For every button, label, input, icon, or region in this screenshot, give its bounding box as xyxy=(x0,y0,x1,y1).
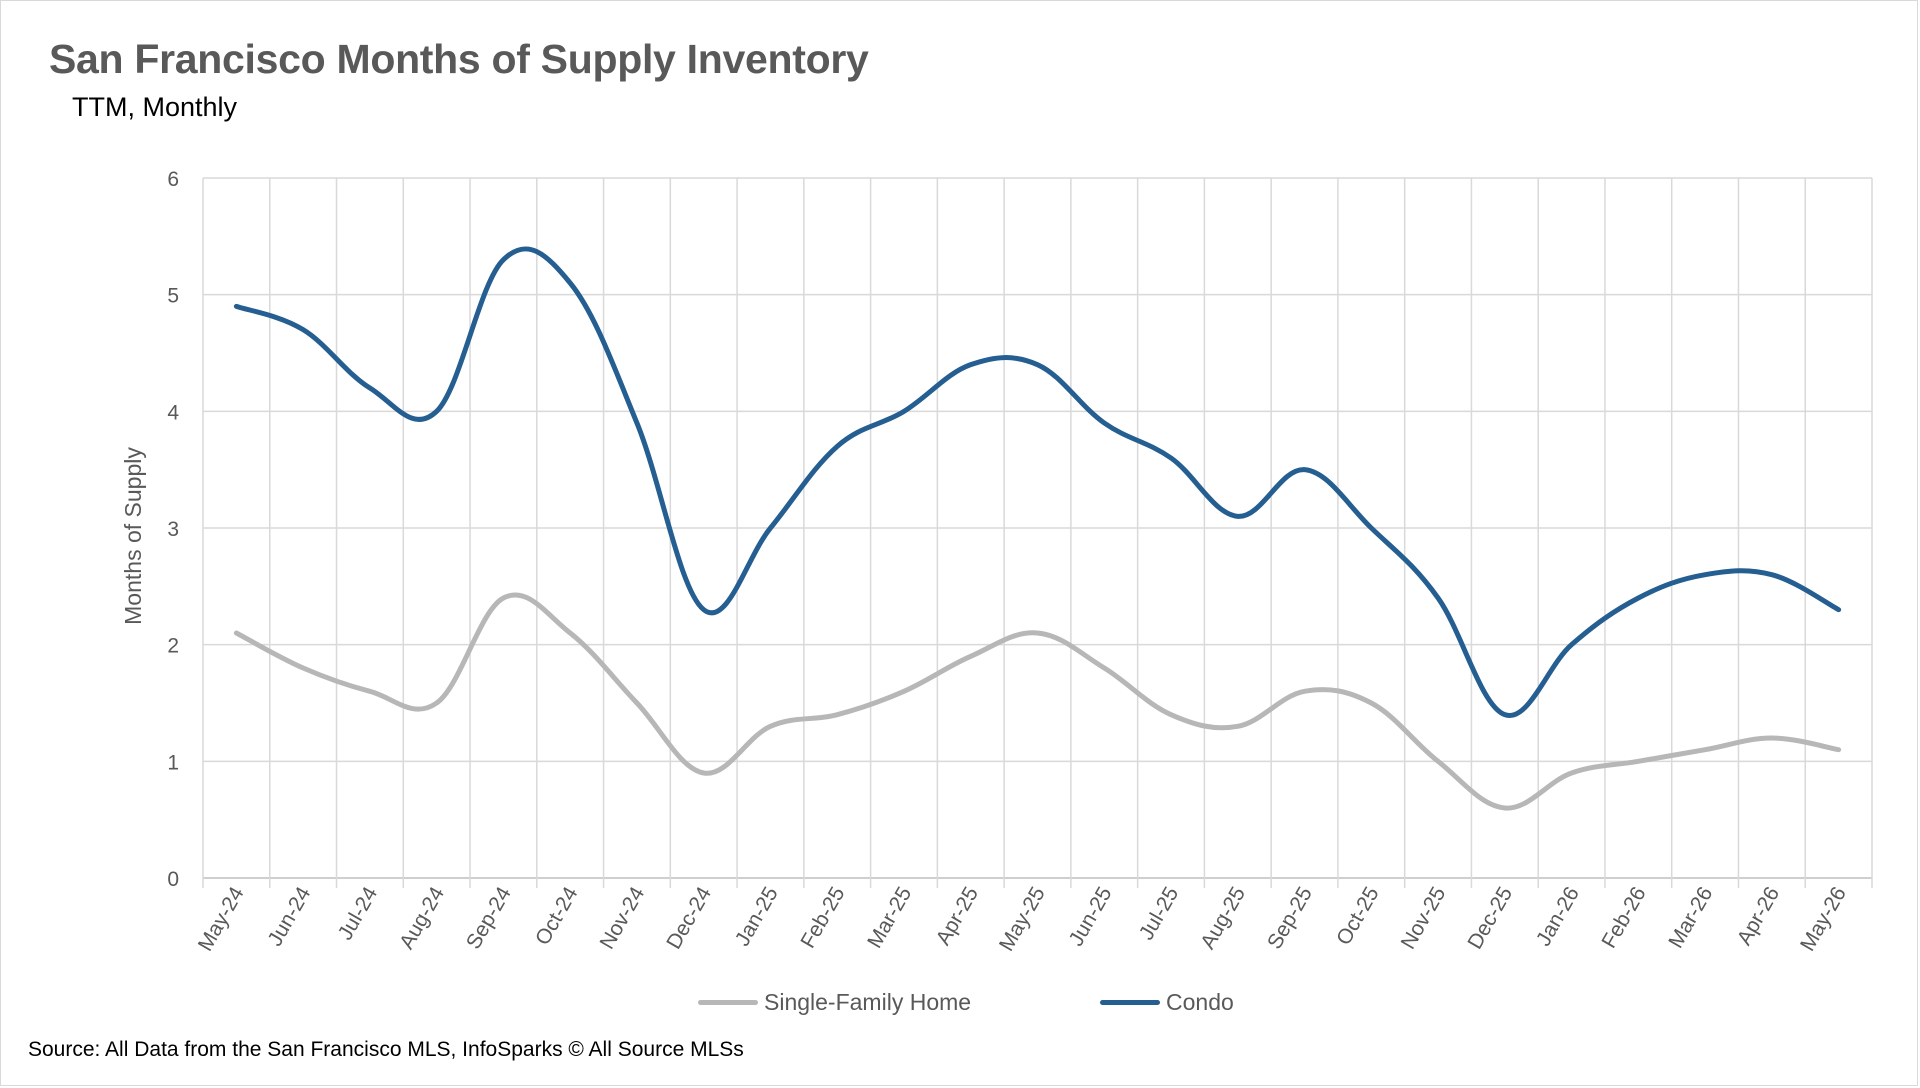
y-tick-label: 1 xyxy=(167,751,179,774)
x-tick-label: Jun-24 xyxy=(263,883,315,950)
y-tick-label: 0 xyxy=(167,868,179,891)
x-tick-label: May-25 xyxy=(995,883,1050,955)
legend-item-single-family: Single-Family Home xyxy=(698,988,971,1016)
x-tick-label: Apr-26 xyxy=(1733,883,1784,949)
x-tick-label: Dec-24 xyxy=(662,883,716,953)
source-note: Source: All Data from the San Francisco … xyxy=(28,1038,744,1061)
legend-label-condo: Condo xyxy=(1166,988,1234,1015)
x-tick-label: May-24 xyxy=(194,883,249,955)
x-tick-label: Jan-25 xyxy=(731,883,783,950)
x-tick-label: Jun-25 xyxy=(1065,883,1117,950)
legend-label-single-family: Single-Family Home xyxy=(764,988,972,1015)
x-tick-label: Feb-25 xyxy=(796,883,849,952)
x-tick-label: Sep-25 xyxy=(1263,883,1317,953)
x-tick-label: May-26 xyxy=(1796,883,1851,955)
y-tick-label: 4 xyxy=(167,401,179,424)
x-tick-label: Jul-24 xyxy=(334,883,383,944)
x-tick-label: Nov-25 xyxy=(1397,883,1451,953)
x-tick-label: Nov-24 xyxy=(596,883,650,953)
x-tick-label: Dec-25 xyxy=(1463,883,1517,953)
chart-title: San Francisco Months of Supply Inventory xyxy=(49,36,869,82)
y-tick-label: 5 xyxy=(167,285,179,308)
legend-item-condo: Condo xyxy=(1100,988,1234,1016)
series-line-single-family xyxy=(233,592,1842,811)
x-tick-label: Aug-25 xyxy=(1196,883,1250,953)
x-tick-label: Sep-24 xyxy=(462,883,516,953)
x-tick-label: Aug-24 xyxy=(395,883,449,953)
x-tick-label: Jan-26 xyxy=(1532,883,1584,950)
x-tick-label: Apr-25 xyxy=(932,883,983,949)
y-tick-label: 6 xyxy=(167,168,179,191)
x-tick-label: Feb-26 xyxy=(1597,883,1650,952)
chart-subtitle: TTM, Monthly xyxy=(72,92,238,122)
y-tick-label: 3 xyxy=(167,518,179,541)
legend-swatch-single-family xyxy=(698,999,758,1005)
x-tick-label: Jul-25 xyxy=(1135,883,1184,944)
series-line-condo xyxy=(233,246,1842,718)
y-axis-title: Months of Supply xyxy=(120,447,146,625)
x-tick-label: Mar-25 xyxy=(863,883,916,952)
legend-swatch-condo xyxy=(1100,999,1160,1005)
x-tick-label: Oct-25 xyxy=(1332,883,1383,949)
x-tick-label: Oct-24 xyxy=(531,883,583,949)
x-tick-label: Mar-26 xyxy=(1664,883,1717,952)
y-tick-label: 2 xyxy=(167,635,179,658)
